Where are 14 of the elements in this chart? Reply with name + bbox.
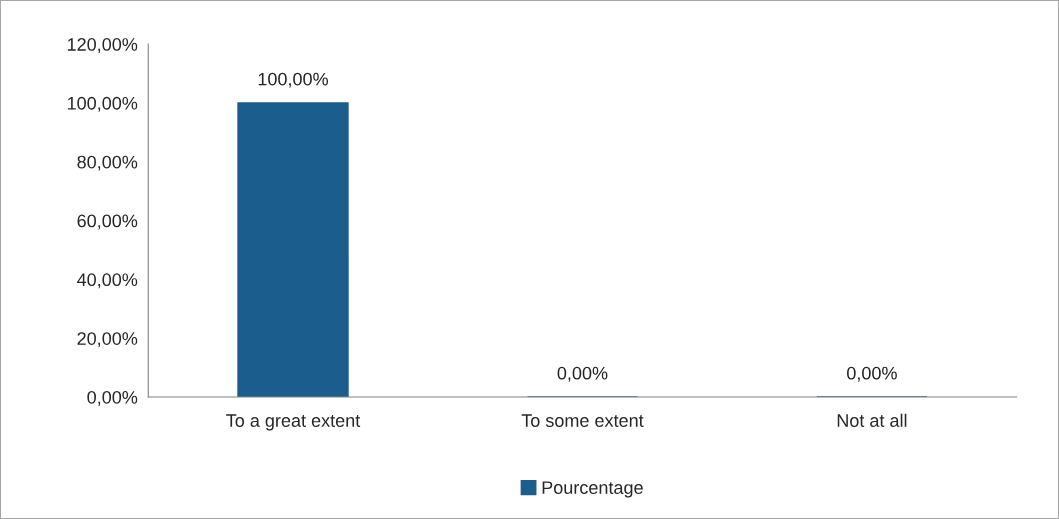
y-tick-label: 0,00% bbox=[87, 390, 138, 406]
y-tick-label: 60,00% bbox=[77, 214, 138, 230]
data-label: 100,00% bbox=[258, 72, 328, 88]
x-tick-label: Not at all bbox=[837, 413, 907, 427]
y-tick-label: 100,00% bbox=[67, 96, 138, 112]
legend-label: Pourcentage bbox=[542, 481, 643, 498]
y-tick-label: 40,00% bbox=[77, 273, 138, 289]
y-tick-label: 80,00% bbox=[77, 155, 138, 171]
y-tick-label: 120,00% bbox=[67, 38, 138, 53]
data-label: 0,00% bbox=[557, 366, 608, 382]
y-tick-label: 20,00% bbox=[77, 332, 138, 348]
x-tick-label: To some extent bbox=[521, 414, 644, 427]
x-tick-label: To a great extent bbox=[226, 414, 361, 431]
data-label: 0,00% bbox=[847, 366, 897, 382]
